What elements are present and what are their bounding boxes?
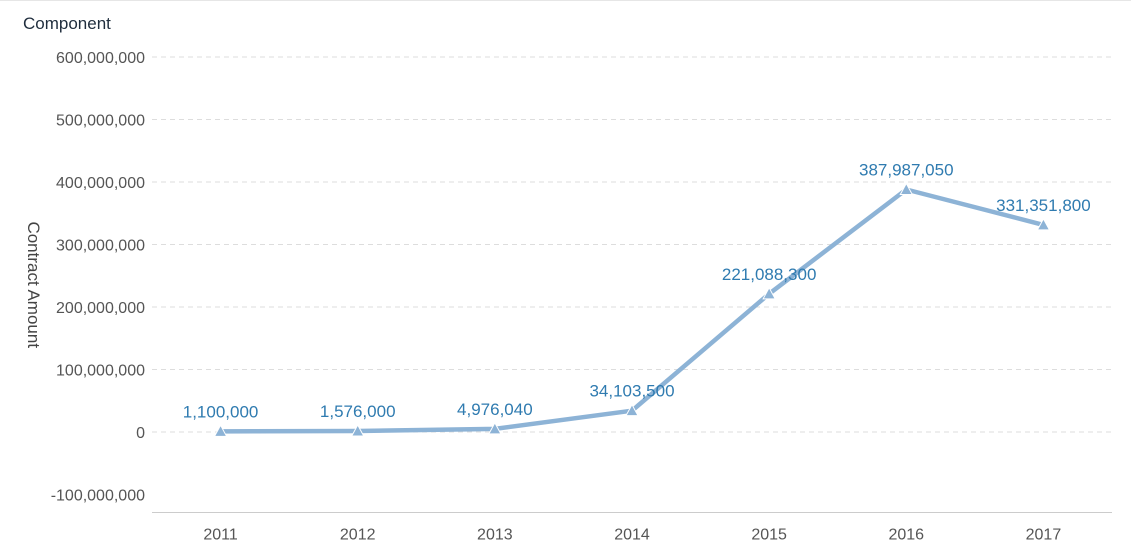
data-label: 1,576,000: [320, 402, 396, 421]
triangle-marker[interactable]: [899, 182, 914, 196]
data-label: 331,351,800: [996, 196, 1091, 215]
data-label: 387,987,050: [859, 161, 954, 180]
x-tick-label: 2013: [477, 527, 513, 544]
y-tick-label: 400,000,000: [56, 175, 145, 192]
x-tick-label: 2012: [340, 527, 376, 544]
chart-title: Component: [23, 14, 111, 33]
y-tick-label: 600,000,000: [56, 50, 145, 67]
top-divider: [0, 0, 1131, 1]
data-markers: [213, 182, 1051, 437]
x-tick-label: 2017: [1026, 527, 1062, 544]
x-tick-label: 2011: [203, 527, 238, 544]
x-axis-ticks: 2011 2012 2013 2014 2015 2016 2017: [203, 527, 1061, 544]
y-tick-label: 0: [136, 425, 145, 442]
y-tick-label: 300,000,000: [56, 238, 145, 255]
y-tick-label: -100,000,000: [51, 488, 145, 505]
data-label: 34,103,500: [589, 382, 674, 401]
x-tick-label: 2015: [751, 527, 787, 544]
x-tick-label: 2016: [888, 527, 924, 544]
y-axis-label: Contract Amount: [24, 221, 43, 348]
y-tick-label: 200,000,000: [56, 300, 145, 317]
triangle-marker[interactable]: [488, 421, 502, 435]
triangle-marker[interactable]: [1036, 217, 1051, 231]
data-label: 1,100,000: [183, 402, 259, 421]
triangle-marker[interactable]: [625, 403, 639, 417]
triangle-marker[interactable]: [350, 423, 365, 437]
data-label: 4,976,040: [457, 400, 533, 419]
data-label: 221,088,300: [722, 265, 817, 284]
triangle-marker[interactable]: [213, 424, 228, 437]
data-labels: 1,100,000 1,576,000 4,976,040 34,103,500 221…: [183, 161, 1091, 422]
y-tick-label: 500,000,000: [56, 113, 145, 130]
gridlines: [152, 56, 1112, 433]
y-tick-label: 100,000,000: [56, 363, 145, 380]
triangle-marker[interactable]: [762, 286, 776, 300]
y-axis-ticks: 600,000,000 500,000,000 400,000,000 300,000…: [51, 50, 145, 505]
x-tick-label: 2014: [614, 527, 650, 544]
